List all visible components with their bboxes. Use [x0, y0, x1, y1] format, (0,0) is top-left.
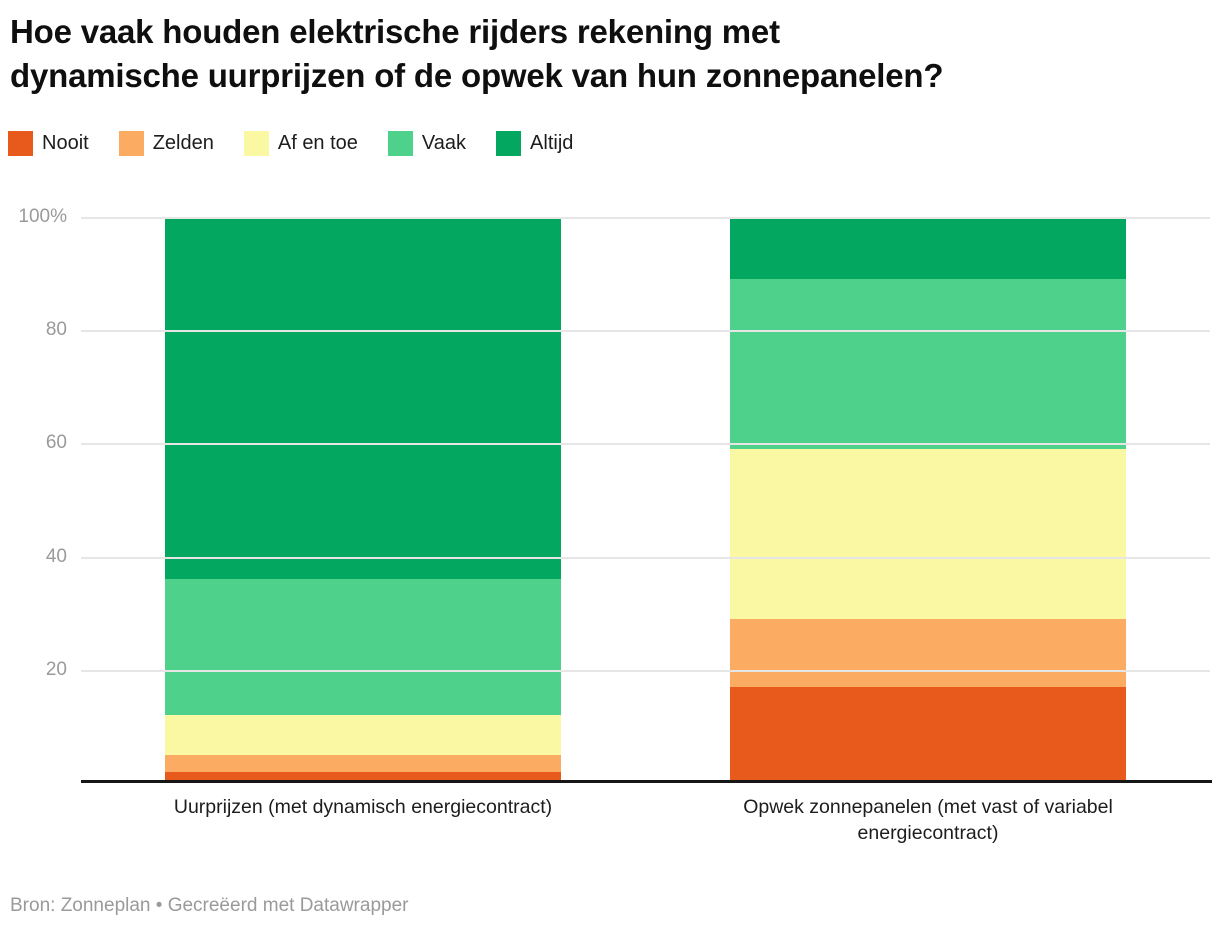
x-axis-label-opwek-zonnepanelen: Opwek zonnepanelen (met vast of variabel…: [743, 796, 1113, 844]
bar-segment-af-en-toe: [165, 715, 561, 755]
y-axis-tick-label: 40: [45, 545, 67, 567]
bar-segment-vaak: [730, 279, 1126, 450]
bar-segment-zelden: [730, 618, 1126, 687]
bar-opwek-zonnepanelen: [730, 217, 1126, 783]
bar-segment-nooit: [730, 686, 1126, 783]
gridline-20: [81, 669, 1210, 672]
y-axis-tick-label: 100%: [18, 206, 67, 227]
gridline-40: [81, 556, 1210, 559]
legend-item-label: Af en toe: [277, 132, 358, 154]
legend-item-nooit: Nooit: [8, 131, 89, 156]
bar-segment-nooit: [165, 771, 561, 783]
gridline-100: [81, 217, 1210, 219]
bar-segment-vaak: [165, 579, 561, 716]
gridline-60: [81, 443, 1210, 446]
legend-swatch-icon: [118, 131, 144, 156]
legend: Nooit Zelden Af en toe Vaak Altijd: [8, 131, 573, 156]
legend-item-label: Nooit: [42, 132, 89, 154]
legend-item-label: Vaak: [421, 132, 467, 154]
legend-swatch-icon: [387, 131, 413, 156]
bar-segment-altijd: [165, 217, 561, 580]
legend-item-zelden: Zelden: [118, 131, 214, 156]
legend-swatch-icon: [243, 131, 269, 156]
bar-segment-zelden: [165, 754, 561, 772]
legend-item-label: Altijd: [530, 132, 574, 154]
plot-area: 100% 80 60 40 20: [0, 206, 1220, 783]
bar-uurprijzen: [165, 217, 561, 783]
legend-swatch-icon: [496, 131, 522, 156]
bar-segment-af-en-toe: [730, 449, 1126, 619]
chart-title-line-2: dynamische uurprijzen of de opwek van hu…: [10, 57, 944, 94]
source-note: Bron: Zonneplan • Gecreëerd met Datawrap…: [10, 895, 409, 916]
y-axis-tick-label: 60: [45, 432, 67, 454]
chart-title: Hoe vaak houden elektrische rijders reke…: [10, 10, 1210, 98]
chart-title-line-1: Hoe vaak houden elektrische rijders reke…: [10, 13, 780, 50]
y-axis-tick-label: 20: [45, 658, 67, 680]
legend-item-af-en-toe: Af en toe: [243, 131, 358, 156]
legend-item-label: Zelden: [152, 132, 214, 154]
x-axis-label-uurprijzen: Uurprijzen (met dynamisch energiecontrac…: [173, 796, 553, 818]
y-axis-tick-label: 80: [45, 319, 67, 341]
legend-swatch-icon: [8, 131, 33, 156]
gridline-80: [81, 330, 1210, 333]
axis-baseline: [81, 780, 1212, 783]
legend-item-altijd: Altijd: [496, 131, 573, 156]
legend-item-vaak: Vaak: [387, 131, 467, 156]
bar-segment-altijd: [730, 217, 1126, 280]
